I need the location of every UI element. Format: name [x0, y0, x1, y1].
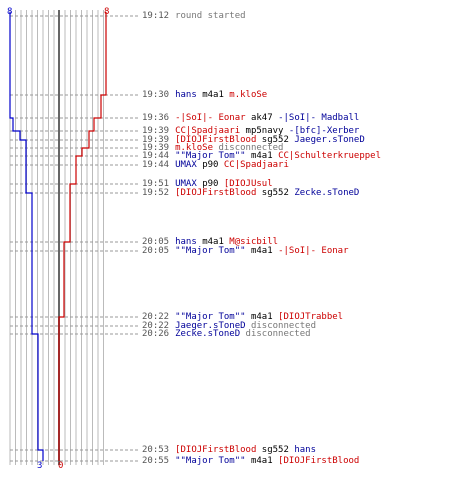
event-row: 19:36 -|SoI|- Eonar ak47 -|SoI|- Madball — [142, 113, 359, 123]
event-player: ""Major Tom"" — [175, 456, 246, 466]
event-weapon: m4a1 — [245, 246, 279, 256]
event-time: 19:39 — [142, 135, 170, 145]
event-weapon: m4a1 — [245, 151, 279, 161]
event-time: 19:52 — [142, 188, 170, 198]
event-player: m.kloSe — [229, 90, 268, 100]
event-weapon: ak47 — [245, 113, 279, 123]
event-weapon: sg552 — [256, 135, 295, 145]
event-row: 20:05 hans m4a1 M@sicbill — [142, 237, 278, 247]
event-player: [DIOJTrabbel — [278, 312, 344, 322]
event-time: 19:36 — [142, 113, 170, 123]
event-status: round started — [175, 11, 246, 21]
event-time: 20:05 — [142, 237, 170, 247]
event-time: 19:39 — [142, 143, 170, 153]
event-player: ""Major Tom"" — [175, 151, 246, 161]
event-row: 19:39 [DIOJFirstBlood sg552 Jaeger.sToneD — [142, 135, 365, 145]
event-row: 19:12 round started — [142, 11, 246, 21]
event-player: -|SoI|- Eonar — [278, 246, 349, 256]
event-time: 19:30 — [142, 90, 170, 100]
blue-team-line — [9, 12, 44, 461]
event-row: 20:22 Jaeger.sToneD disconnected — [142, 321, 316, 331]
event-row: 20:55 ""Major Tom"" m4a1 [DIOJFirstBlood — [142, 456, 359, 466]
event-player: Jaeger.sToneD — [294, 135, 365, 145]
event-player: CC|Spadjaari — [175, 126, 241, 136]
event-weapon: p90 — [196, 160, 224, 170]
event-weapon: p90 — [196, 179, 224, 189]
event-player: -[bfc]-Xerber — [288, 126, 360, 136]
event-row: 19:30 hans m4a1 m.kloSe — [142, 90, 267, 100]
event-row: 19:39 m.kloSe disconnected — [142, 143, 283, 153]
event-row: 20:53 [DIOJFirstBlood sg552 hans — [142, 445, 316, 455]
event-player: m.kloSe — [175, 143, 214, 153]
event-player: CC|Spadjaari — [223, 160, 289, 170]
event-time: 19:44 — [142, 151, 170, 161]
event-time: 19:39 — [142, 126, 170, 136]
event-player: -|SoI|- Eonar — [175, 113, 246, 123]
event-row: 19:44 ""Major Tom"" m4a1 CC|Schulterkruep… — [142, 151, 381, 161]
event-player: UMAX — [175, 160, 197, 170]
event-player: CC|Schulterkrueppel — [278, 151, 382, 161]
event-player: [DIOJFirstBlood — [175, 135, 257, 145]
event-time: 19:51 — [142, 179, 170, 189]
event-player: Zecke.sToneD — [175, 329, 241, 339]
event-row: 20:26 Zecke.sToneD disconnected — [142, 329, 311, 339]
event-player: ""Major Tom"" — [175, 246, 246, 256]
event-row: 19:52 [DIOJFirstBlood sg552 Zecke.sToneD — [142, 188, 359, 198]
event-player: [DIOJFirstBlood — [175, 188, 257, 198]
event-player: [DIOJFirstBlood — [175, 445, 257, 455]
event-time: 20:26 — [142, 329, 170, 339]
event-row: 19:39 CC|Spadjaari mp5navy -[bfc]-Xerber — [142, 126, 359, 136]
event-player: -|SoI|- Madball — [278, 113, 360, 123]
event-status: disconnected — [240, 329, 311, 339]
event-player: ""Major Tom"" — [175, 312, 246, 322]
event-weapon: m4a1 — [196, 237, 230, 247]
event-time: 20:22 — [142, 312, 170, 322]
event-row: 19:44 UMAX p90 CC|Spadjaari — [142, 160, 289, 170]
event-time: 20:05 — [142, 246, 170, 256]
event-player: hans — [175, 237, 197, 247]
event-time: 20:22 — [142, 321, 170, 331]
event-row: 19:51 UMAX p90 [DIOJUsul — [142, 179, 273, 189]
event-status: disconnected — [213, 143, 284, 153]
event-time: 19:44 — [142, 160, 170, 170]
event-weapon: sg552 — [256, 445, 295, 455]
event-row: 20:22 ""Major Tom"" m4a1 [DIOJTrabbel — [142, 312, 343, 322]
red-end-count: 0 — [58, 461, 64, 471]
blue-end-count: 3 — [37, 461, 43, 471]
event-player: UMAX — [175, 179, 197, 189]
event-row: 20:05 ""Major Tom"" m4a1 -|SoI|- Eonar — [142, 246, 349, 256]
team-count-graph — [9, 10, 140, 465]
event-player: Jaeger.sToneD — [175, 321, 246, 331]
event-weapon: sg552 — [256, 188, 295, 198]
blue-start-count: 8 — [7, 7, 13, 17]
event-weapon: m4a1 — [245, 456, 279, 466]
event-player: [DIOJFirstBlood — [278, 456, 360, 466]
event-weapon: m4a1 — [245, 312, 279, 322]
event-weapon: m4a1 — [196, 90, 230, 100]
red-start-count: 8 — [104, 7, 110, 17]
event-time: 19:12 — [142, 11, 170, 21]
event-player: hans — [175, 90, 197, 100]
event-time: 20:53 — [142, 445, 170, 455]
event-player: [DIOJUsul — [223, 179, 273, 189]
red-team-line — [58, 12, 107, 461]
event-player: hans — [294, 445, 316, 455]
event-weapon: mp5navy — [240, 126, 289, 136]
event-time: 20:55 — [142, 456, 170, 466]
event-player: M@sicbill — [229, 237, 279, 247]
event-status: disconnected — [245, 321, 316, 331]
event-player: Zecke.sToneD — [294, 188, 360, 198]
